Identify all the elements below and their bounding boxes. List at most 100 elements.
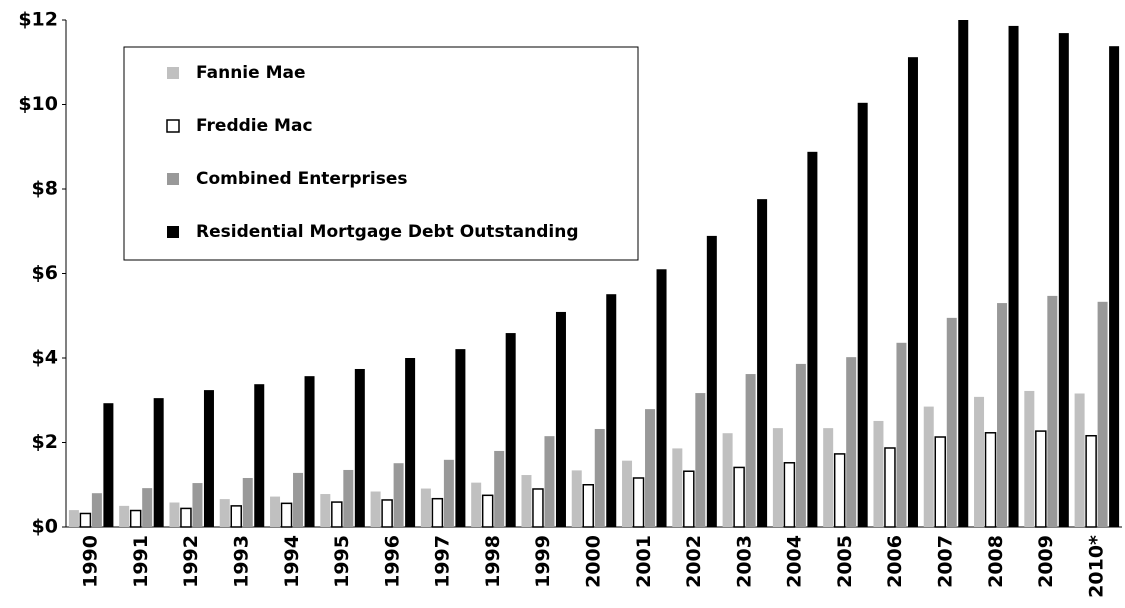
bar [884,447,896,528]
bar [481,494,494,528]
bar [997,303,1008,527]
legend-label: Fannie Mae [196,63,306,83]
bar [471,482,482,527]
bar [254,384,265,527]
bar [1085,434,1097,528]
bar [622,460,633,527]
bar [443,459,454,527]
bar [571,470,582,527]
bar [833,453,846,528]
bar [119,505,130,527]
y-tick-label: $4 [32,347,58,369]
bar [807,151,818,527]
bar [381,499,393,528]
bar [270,496,281,527]
x-tick-label: 1996 [381,535,403,588]
bar [896,342,907,527]
x-tick-label: 1997 [432,535,454,588]
x-tick-label: 2003 [733,535,755,588]
bar [1074,393,1085,527]
bar [722,433,733,527]
bar [192,483,203,527]
x-tick-label: 2004 [784,535,806,588]
x-tick-label: 1993 [231,535,253,588]
bar [320,494,331,527]
bar [405,358,416,527]
bar [431,497,444,528]
bar [632,477,645,528]
legend-swatch [167,67,179,79]
y-tick-label: $2 [32,431,58,453]
legend-swatch [166,119,180,133]
x-tick-label: 2007 [935,535,957,588]
bar [203,390,214,527]
bar [331,501,343,528]
legend-label: Residential Mortgage Debt Outstanding [196,222,579,242]
bar [683,470,695,528]
bar [745,374,756,527]
bar [706,235,717,527]
y-tick-label: $0 [32,516,58,538]
bar [772,428,783,527]
bar [129,509,142,528]
legend-swatch [167,226,179,238]
bar [521,475,532,527]
bar [494,450,505,527]
bar [280,502,293,528]
bar [393,463,404,527]
bar [370,491,381,527]
bar [645,409,656,527]
x-tick-label: 2010* [1085,535,1107,598]
bar [544,436,555,527]
x-tick-label: 2001 [633,535,655,588]
bar [1109,46,1120,527]
bar [823,428,834,527]
bar [594,428,605,527]
bar [974,396,985,527]
bar [846,357,857,527]
x-tick-label: 2008 [985,535,1007,588]
bar [103,403,114,527]
bar [68,510,79,527]
bar [169,502,180,527]
bar [532,488,544,528]
bar [153,398,164,527]
bar [230,505,242,528]
bar [180,507,192,528]
bar [1035,430,1047,528]
bar [343,469,354,527]
bar [1008,25,1019,527]
bar [505,333,516,527]
x-tick-label: 1990 [80,535,102,588]
x-tick-label: 2009 [1035,535,1057,588]
bar [242,477,253,527]
y-tick-label: $12 [18,9,58,31]
bar [606,294,617,527]
bar [142,488,153,527]
bar [304,376,315,527]
bar [984,432,997,528]
bar [934,436,946,528]
bar [219,499,230,527]
bar [79,512,92,528]
bar [857,102,868,527]
x-tick-label: 1991 [130,535,152,588]
legend-box [123,46,639,261]
bar [733,466,745,528]
x-tick-label: 2000 [583,535,605,588]
x-tick-label: 1992 [180,535,202,588]
bar [555,311,566,527]
bar [757,199,768,527]
legend-label: Freddie Mac [196,116,313,136]
bar [795,363,806,527]
bar [1024,390,1035,527]
x-tick-label: 2002 [683,535,705,588]
bar [656,269,667,527]
y-tick-label: $8 [32,178,58,200]
bar [946,317,957,527]
bar [1047,295,1058,527]
bar [420,488,431,527]
bar [672,448,683,527]
bar [582,484,594,528]
